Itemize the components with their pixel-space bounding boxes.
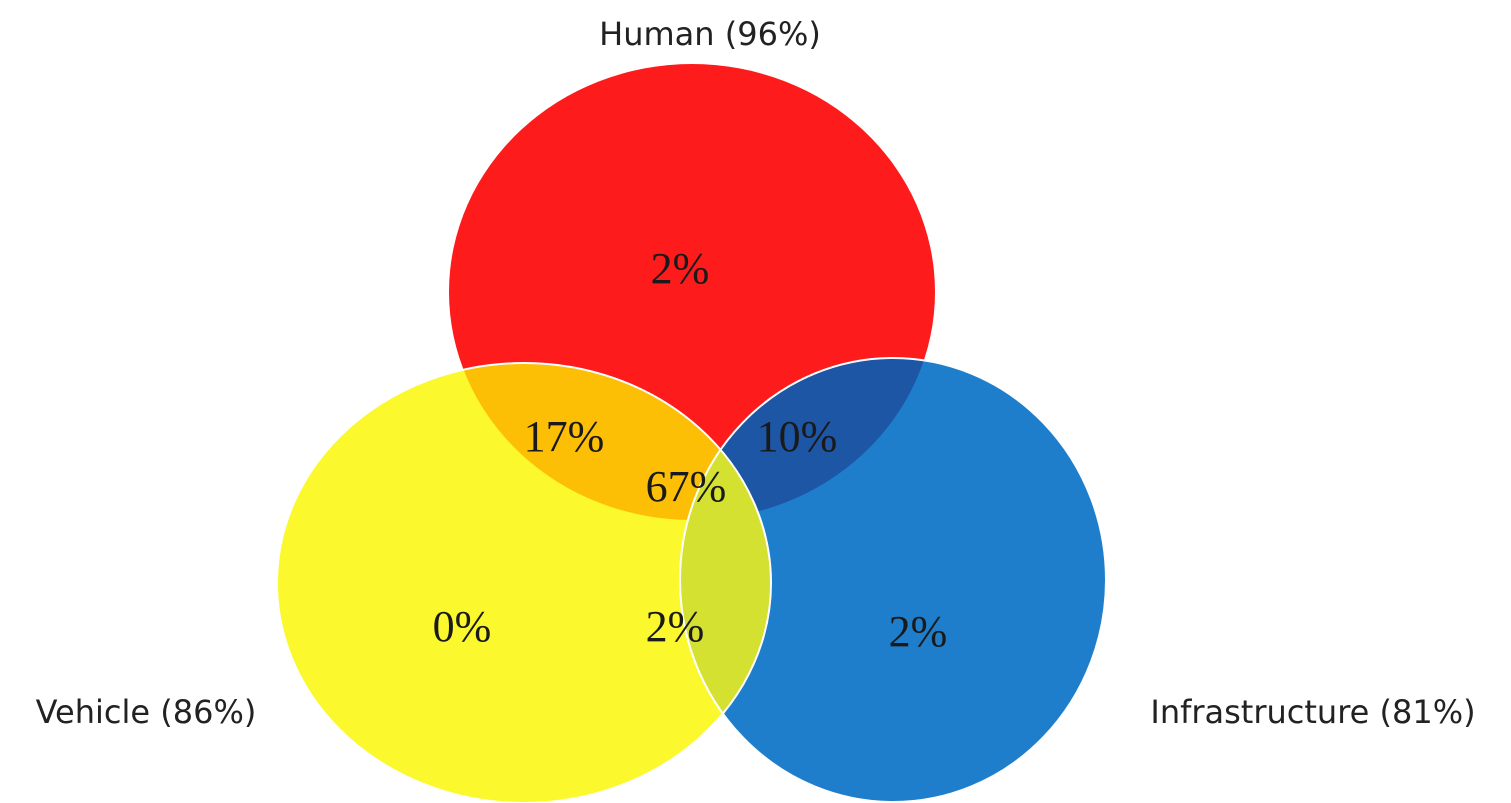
human-only-label: 2% (651, 244, 710, 293)
human-infrastructure-label: 10% (757, 412, 838, 461)
vehicle-only-label: 0% (433, 602, 492, 651)
human-vehicle-label: 17% (524, 412, 605, 461)
infrastructure-only-label: 2% (889, 607, 948, 656)
human-vehicle-overlap (449, 363, 771, 520)
all-three-label: 67% (646, 462, 727, 511)
infrastructure-circle-outline (679, 357, 1107, 803)
human-infrastructure-overlap (680, 358, 935, 520)
vehicle-circle-outline (276, 362, 772, 803)
vehicle-set-label: Vehicle (86%) (36, 693, 257, 731)
infrastructure-set-label: Infrastructure (81%) (1150, 693, 1475, 731)
vehicle-infrastructure-label: 2% (646, 602, 705, 651)
human-set-label: Human (96%) (599, 15, 821, 53)
